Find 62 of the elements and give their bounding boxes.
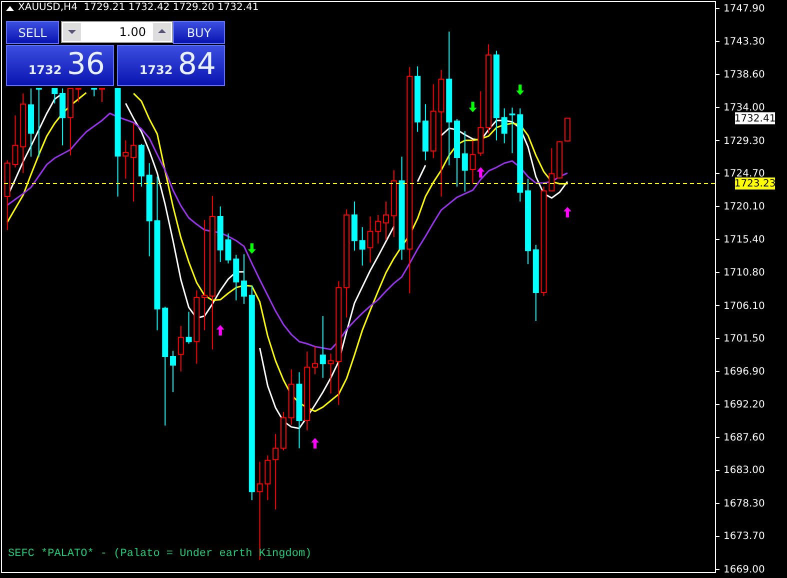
point — [311, 438, 319, 449]
y-tick-label: 1678.30 — [724, 498, 765, 510]
y-tick-label: 1706.10 — [724, 300, 765, 312]
point — [216, 324, 224, 336]
annotation: 36 — [66, 47, 105, 82]
point — [248, 243, 256, 254]
y-tick-label: 1687.60 — [724, 432, 765, 444]
y-tick-label: 1696.90 — [724, 366, 765, 378]
candlestick — [170, 350, 176, 393]
point — [468, 102, 477, 112]
y-tick-label: 1701.50 — [724, 334, 765, 345]
annotation: BUY — [173, 21, 225, 44]
y-tick-label: 1683.00 — [724, 465, 765, 476]
input-field: 1.00 — [61, 21, 173, 43]
candlestick — [320, 316, 326, 378]
candlestick — [312, 346, 318, 375]
candlestick — [233, 254, 240, 301]
line-series — [6, 112, 568, 350]
candlestick — [186, 311, 192, 344]
candlestick — [375, 214, 382, 244]
y-tick-label: 1729.30 — [724, 136, 765, 147]
y-tick-label: 1747.90 — [724, 4, 765, 15]
y-tick-label: 1743.30 — [724, 36, 765, 48]
candlestick — [359, 226, 366, 266]
candlestick — [52, 88, 58, 104]
candlestick — [564, 118, 570, 142]
y-tick-label: 1734.00 — [724, 102, 765, 114]
candlestick — [36, 88, 42, 158]
point — [516, 84, 524, 96]
candlestick — [178, 325, 184, 372]
y-tick-label: 1738.60 — [724, 70, 765, 81]
candlestick — [470, 140, 476, 184]
y-tick-label: 1720.10 — [724, 201, 765, 212]
candlestick — [501, 108, 508, 144]
y-tick-label: 1673.70 — [724, 531, 765, 542]
candlestick — [91, 88, 98, 97]
ref-line-label: 1723.23 — [734, 178, 776, 190]
point — [564, 206, 572, 218]
annotation: 84 — [178, 47, 216, 82]
candlestick — [99, 88, 106, 102]
candlestick — [122, 140, 129, 180]
annotation: 1732 — [28, 63, 62, 77]
candlestick — [383, 201, 390, 240]
annotation: SELL — [6, 21, 59, 44]
chart-title: XAUUSD,H4 1729.21 1732.42 1729.20 1732.41 — [18, 2, 259, 13]
candlestick — [241, 254, 248, 304]
y-tick-label: 1669.00 — [724, 564, 765, 576]
candlestick — [272, 434, 279, 510]
y-tick-label: 1710.80 — [724, 267, 765, 278]
candlestick — [75, 88, 82, 102]
y-tick-label: 1715.40 — [724, 234, 765, 246]
candlestick — [509, 107, 516, 154]
text: 1732.41 — [734, 113, 776, 124]
candlestick — [367, 216, 374, 264]
point — [476, 167, 485, 178]
candlestick — [202, 220, 208, 331]
annotation: 1732 — [139, 63, 173, 77]
y-tick-label: 1692.20 — [724, 400, 765, 411]
candlestick — [462, 130, 468, 192]
candlestick — [130, 122, 137, 202]
annotation: 1.00 — [119, 24, 146, 41]
y-tick-label: 1724.70 — [724, 168, 765, 180]
